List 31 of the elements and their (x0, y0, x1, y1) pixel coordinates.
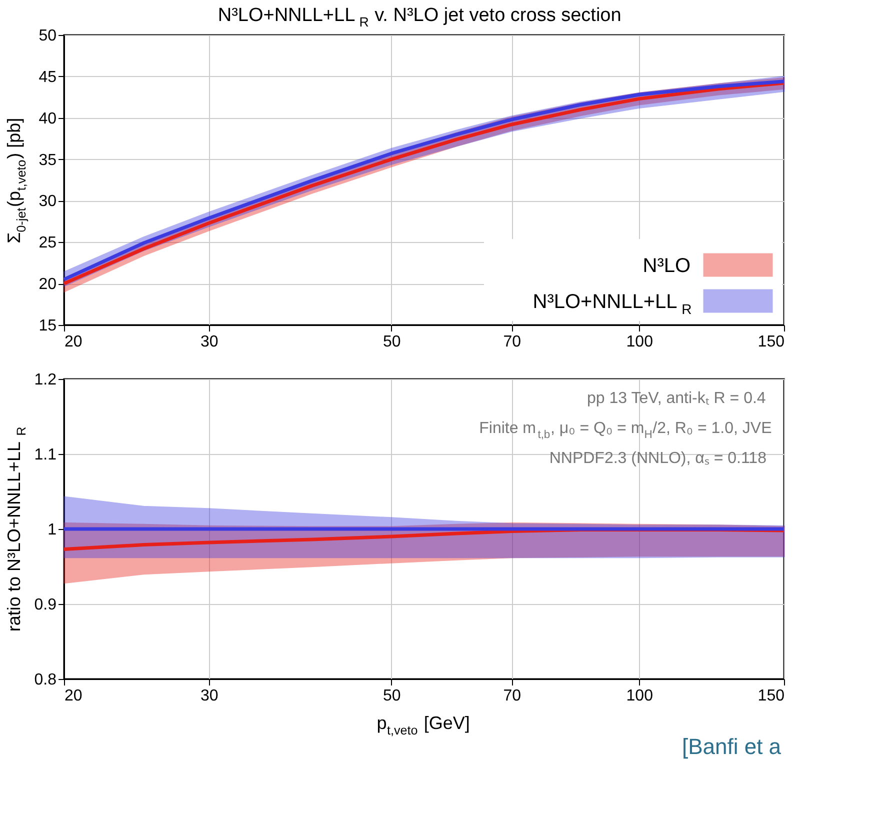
x-tick-label: 50 (383, 688, 401, 704)
y-tick-label: 30 (38, 193, 57, 210)
y-tick-label: 15 (38, 318, 57, 334)
text: [Banfi et a (682, 734, 782, 759)
x-tick-label: 100 (626, 688, 654, 704)
x-tick-label: 150 (758, 688, 785, 704)
y-tick-label: 20 (38, 276, 57, 294)
x-tick-label: 100 (626, 334, 654, 350)
y-tick-label: 35 (38, 152, 57, 169)
legend-label: N³LO (642, 255, 691, 277)
x-tick-label: 70 (503, 688, 522, 704)
y-axis-title: ratio to N³LO+NNLL+LLR (4, 426, 28, 632)
y-tick-label: 1.2 (34, 372, 57, 388)
x-tick-label: 20 (64, 334, 82, 350)
y-tick-label: 50 (38, 28, 57, 44)
x-tick-label: 30 (200, 334, 218, 350)
x-tick-label: 150 (758, 334, 785, 350)
y-tick-label: 45 (38, 68, 57, 86)
x-tick-label: 30 (200, 688, 218, 704)
y-tick-label: 25 (38, 234, 57, 252)
x-tick-label: 20 (64, 688, 82, 704)
y-tick-label: 0.8 (34, 672, 57, 688)
y-tick-label: 0.9 (34, 596, 57, 614)
y-tick-label: 1 (48, 522, 57, 538)
y-axis-title: Σ0-jet(pt,veto) [pb] (4, 118, 28, 244)
annotation: pp 13 TeV, anti-kₜ R = 0.4 (587, 390, 766, 407)
annotation: NNPDF2.3 (NNLO), αₛ = 0.118 (549, 450, 767, 467)
x-tick-label: 50 (383, 334, 401, 350)
y-tick-label: 40 (38, 110, 57, 128)
y-tick-label: 1.1 (34, 446, 57, 464)
x-tick-label: 70 (503, 334, 522, 350)
